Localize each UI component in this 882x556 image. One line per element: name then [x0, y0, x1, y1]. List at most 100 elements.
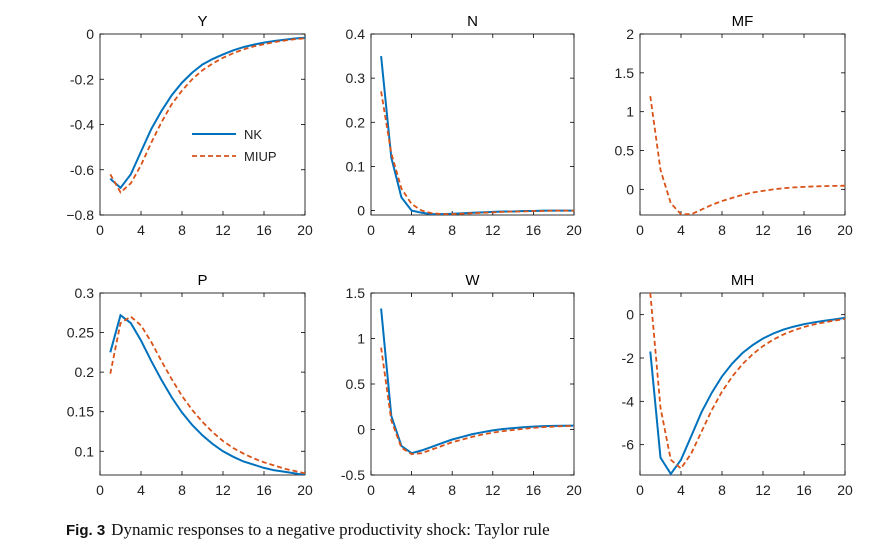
y-tick-label: 0.15	[67, 404, 94, 420]
y-tick-label: 0	[86, 26, 94, 42]
series-line-miup	[649, 95, 845, 215]
chart-title: W	[465, 272, 480, 289]
series-line-miup	[109, 315, 305, 475]
y-tick-label: 0.1	[346, 158, 366, 174]
x-tick-label: 0	[96, 222, 104, 238]
x-tick-label: 0	[367, 482, 375, 498]
y-tick-label: 0	[626, 181, 634, 197]
x-tick-label: 20	[297, 222, 313, 238]
y-tick-label: -6	[622, 437, 635, 453]
x-tick-label: 4	[408, 482, 416, 498]
figure-caption: Fig. 3 Dynamic responses to a negative pr…	[66, 520, 550, 540]
x-tick-label: 4	[677, 482, 685, 498]
chart-title: N	[467, 13, 478, 30]
x-tick-label: 12	[755, 222, 771, 238]
x-tick-label: 12	[215, 482, 231, 498]
y-tick-label: 1	[357, 331, 365, 347]
y-tick-label: 0.2	[346, 114, 366, 130]
y-tick-label: 0.2	[75, 364, 95, 380]
x-tick-label: 8	[718, 482, 726, 498]
y-tick-label: 2	[626, 26, 634, 42]
y-tick-label: 1.5	[346, 285, 366, 301]
chart-title: Y	[197, 13, 207, 30]
chart-panel-5: W0 4 8 12 16 201.510.50-0.5	[341, 272, 582, 498]
y-tick-label: 1	[626, 104, 634, 120]
chart-panel-3: MF 0 4 8 12 16 20 0 0.5 1 1.5 2	[615, 13, 853, 238]
y-tick-label: 0.5	[346, 376, 366, 392]
plot-area-frame	[99, 292, 306, 476]
y-tick-label: -0.6	[70, 162, 94, 178]
chart-panel-2: N 0 4 8 12 16 20 0 0.1 0.2 0.3 0.4	[346, 13, 582, 238]
plot-area-frame	[99, 33, 306, 216]
y-tick-label: −0.8	[66, 207, 94, 223]
plot-area-frame	[370, 292, 575, 476]
caption-label: Fig. 3	[66, 522, 106, 539]
y-tick-label: 0.3	[346, 70, 366, 86]
x-tick-label: 16	[796, 482, 812, 498]
y-tick-label: -0.4	[70, 117, 94, 133]
y-tick-label: -4	[622, 393, 635, 409]
chart-panel-4: P 0 4 8 12 16 20 0.3 0.25 0.2 0.15 0.1	[67, 272, 313, 498]
legend-label-nk: NK	[244, 127, 262, 142]
x-tick-label: 12	[485, 222, 501, 238]
y-tick-label: 0	[357, 422, 365, 438]
series-line-miup	[380, 91, 574, 215]
x-tick-label: 4	[137, 222, 145, 238]
series-line-nk	[109, 36, 305, 190]
series-line-nk	[649, 316, 845, 475]
series-line-miup	[109, 37, 305, 194]
x-tick-label: 8	[448, 222, 456, 238]
x-tick-label: 0	[636, 482, 644, 498]
chart-panel-6: MH 0 4 8 12 16 20 0 -2 -4 -6	[622, 272, 853, 498]
y-tick-label: 0.1	[75, 443, 95, 459]
series-line-miup	[649, 293, 845, 470]
x-tick-label: 0	[96, 482, 104, 498]
y-tick-label: 1.5	[615, 65, 635, 81]
x-tick-label: 4	[408, 222, 416, 238]
series-line-nk	[380, 308, 574, 455]
chart-panel-1: Y 0 4 8 12 16 20 0 -0.2 -0.4 -0.6 −0.8 NK MIUP	[66, 13, 313, 238]
chart-title: MF	[732, 13, 754, 30]
x-tick-label: 12	[215, 222, 231, 238]
y-tick-label: -2	[622, 350, 635, 366]
x-tick-label: 8	[178, 222, 186, 238]
x-tick-label: 12	[485, 482, 501, 498]
x-tick-label: 16	[796, 222, 812, 238]
x-tick-label: 16	[256, 482, 272, 498]
y-tick-label: 0	[626, 307, 634, 323]
x-tick-label: 0	[367, 222, 375, 238]
chart-title: P	[197, 272, 207, 289]
y-tick-label: -0.5	[341, 467, 365, 483]
y-tick-label: 0.3	[75, 285, 95, 301]
series-line-miup	[380, 347, 574, 456]
plot-area-frame	[370, 33, 575, 216]
x-tick-label: 16	[526, 222, 542, 238]
x-tick-label: 20	[837, 222, 853, 238]
x-tick-label: 8	[178, 482, 186, 498]
x-tick-label: 16	[256, 222, 272, 238]
plot-area-frame	[639, 33, 846, 216]
x-tick-label: 20	[297, 482, 313, 498]
y-tick-label: 0	[357, 203, 365, 219]
y-tick-label: 0.5	[615, 143, 635, 159]
x-tick-label: 16	[526, 482, 542, 498]
x-tick-label: 4	[677, 222, 685, 238]
chart-title: MH	[731, 272, 754, 289]
y-tick-label: 0.25	[67, 325, 94, 341]
x-tick-label: 20	[837, 482, 853, 498]
x-tick-label: 20	[566, 222, 582, 238]
series-line-nk	[380, 56, 574, 215]
plot-area-frame	[639, 292, 846, 476]
x-tick-label: 12	[755, 482, 771, 498]
y-tick-label: 0.4	[346, 26, 366, 42]
x-tick-label: 8	[448, 482, 456, 498]
legend-label-miup: MIUP	[244, 149, 277, 164]
y-tick-label: -0.2	[70, 71, 94, 87]
x-tick-label: 0	[636, 222, 644, 238]
series-line-nk	[109, 313, 305, 475]
caption-text: Dynamic responses to a negative producti…	[111, 520, 550, 539]
x-tick-label: 20	[566, 482, 582, 498]
x-tick-label: 8	[718, 222, 726, 238]
x-tick-label: 4	[137, 482, 145, 498]
